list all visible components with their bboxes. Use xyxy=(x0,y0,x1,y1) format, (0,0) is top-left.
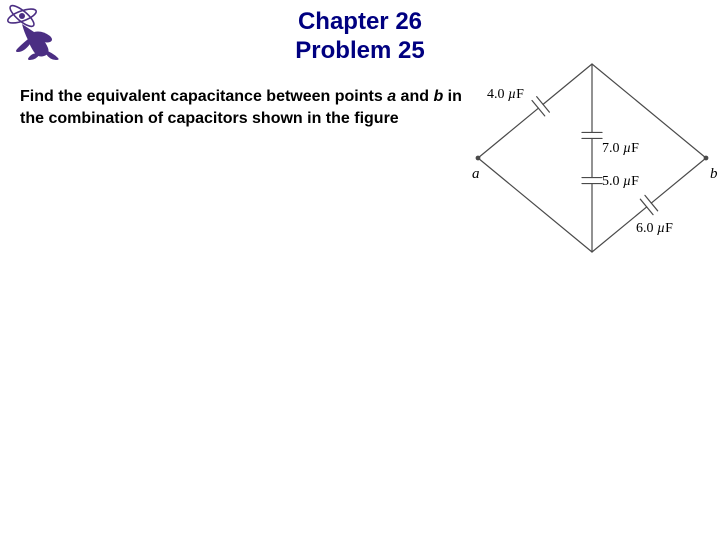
node-label-b: b xyxy=(710,166,718,183)
circuit-diagram: a b 4.0 µF 7.0 µF 5.0 µF 6.0 µF xyxy=(472,58,720,268)
text-prefix: Find the equivalent capacitance between … xyxy=(20,88,387,105)
text-mid: and xyxy=(396,88,433,105)
chapter-line: Chapter 26 xyxy=(0,8,720,37)
title-block: Chapter 26 Problem 25 xyxy=(0,8,720,66)
cap-label-1: 7.0 µF xyxy=(602,141,639,157)
cap-label-3: 6.0 µF xyxy=(636,221,673,237)
point-b: b xyxy=(433,88,443,105)
node-label-a: a xyxy=(472,166,480,183)
cap-label-0: 4.0 µF xyxy=(487,87,524,103)
point-a: a xyxy=(387,88,396,105)
cap-label-2: 5.0 µF xyxy=(602,174,639,190)
problem-text: Find the equivalent capacitance between … xyxy=(20,86,470,129)
